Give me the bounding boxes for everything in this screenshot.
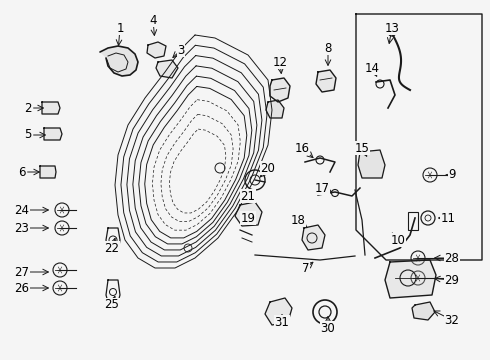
Text: 29: 29 xyxy=(444,274,460,287)
Text: 31: 31 xyxy=(274,315,290,328)
Text: 25: 25 xyxy=(104,298,120,311)
Text: 7: 7 xyxy=(302,261,310,274)
Polygon shape xyxy=(412,302,435,320)
Text: 19: 19 xyxy=(241,211,255,225)
Polygon shape xyxy=(385,260,436,298)
Text: 6: 6 xyxy=(18,166,26,179)
Text: 23: 23 xyxy=(15,221,29,234)
Polygon shape xyxy=(266,100,284,118)
Polygon shape xyxy=(147,42,166,58)
Polygon shape xyxy=(100,46,138,76)
Polygon shape xyxy=(265,298,292,325)
Text: 14: 14 xyxy=(365,62,379,75)
Text: 28: 28 xyxy=(444,252,460,265)
Bar xyxy=(408,212,418,230)
Text: 22: 22 xyxy=(104,242,120,255)
Text: 18: 18 xyxy=(291,213,305,226)
Text: 4: 4 xyxy=(149,13,157,27)
Text: 26: 26 xyxy=(15,282,29,294)
Text: 11: 11 xyxy=(441,211,456,225)
Text: 9: 9 xyxy=(448,168,456,181)
Polygon shape xyxy=(235,202,262,226)
Text: 12: 12 xyxy=(272,55,288,68)
Polygon shape xyxy=(270,78,290,102)
Text: 32: 32 xyxy=(444,314,460,327)
Polygon shape xyxy=(40,166,56,178)
Polygon shape xyxy=(44,128,62,140)
Polygon shape xyxy=(42,102,60,114)
Text: 5: 5 xyxy=(24,129,32,141)
Text: 27: 27 xyxy=(15,266,29,279)
Text: 3: 3 xyxy=(177,44,185,57)
Polygon shape xyxy=(156,60,178,78)
Text: 2: 2 xyxy=(24,102,32,114)
Polygon shape xyxy=(358,150,385,178)
Text: 13: 13 xyxy=(385,22,399,35)
Text: 24: 24 xyxy=(15,203,29,216)
Polygon shape xyxy=(316,70,336,92)
Text: 17: 17 xyxy=(315,181,329,194)
Text: 8: 8 xyxy=(324,41,332,54)
Text: 1: 1 xyxy=(116,22,124,35)
Text: 21: 21 xyxy=(241,189,255,202)
Text: 30: 30 xyxy=(320,321,335,334)
Text: 20: 20 xyxy=(261,162,275,175)
Text: 10: 10 xyxy=(391,234,405,247)
Polygon shape xyxy=(302,225,325,250)
Text: 16: 16 xyxy=(294,141,310,154)
Text: 15: 15 xyxy=(355,141,369,154)
